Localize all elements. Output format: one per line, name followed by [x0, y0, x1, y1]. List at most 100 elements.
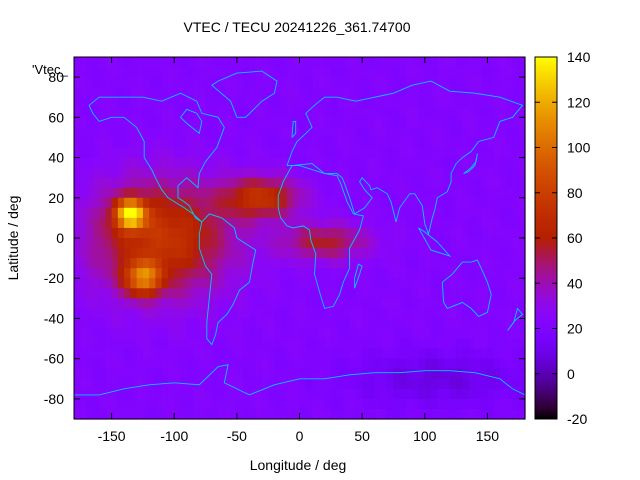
- heatmap-cell: [299, 288, 307, 299]
- heatmap-cell: [374, 348, 382, 360]
- heatmap-cell: [174, 67, 182, 78]
- heatmap-cell: [474, 157, 482, 169]
- heatmap-cell: [468, 398, 476, 410]
- heatmap-cell: [405, 298, 413, 309]
- heatmap-cell: [167, 147, 175, 159]
- heatmap-cell: [380, 318, 388, 330]
- heatmap-cell: [418, 358, 426, 370]
- heatmap-cell: [236, 358, 244, 370]
- heatmap-cell: [318, 298, 326, 309]
- heatmap-cell: [299, 57, 307, 68]
- heatmap-cell: [105, 368, 113, 380]
- heatmap-cell: [368, 207, 376, 219]
- heatmap-cell: [474, 328, 482, 340]
- heatmap-cell: [337, 187, 344, 199]
- heatmap-cell: [117, 197, 125, 209]
- heatmap-cell: [136, 197, 144, 209]
- heatmap-cell: [368, 197, 376, 209]
- heatmap-cell: [218, 308, 225, 320]
- heatmap-cell: [518, 298, 526, 309]
- heatmap-cell: [493, 238, 501, 249]
- heatmap-cell: [412, 348, 420, 360]
- heatmap-cell: [318, 97, 326, 108]
- heatmap-cell: [236, 368, 244, 380]
- heatmap-cell: [343, 288, 351, 299]
- heatmap-cell: [506, 288, 514, 299]
- heatmap-cell: [199, 298, 207, 309]
- heatmap-cell: [456, 388, 463, 400]
- heatmap-cell: [243, 278, 250, 289]
- heatmap-cell: [286, 67, 294, 78]
- heatmap-cell: [418, 197, 426, 209]
- heatmap-cell: [124, 197, 131, 209]
- heatmap-cell: [161, 258, 169, 269]
- heatmap-cell: [337, 67, 344, 78]
- heatmap-cell: [355, 67, 363, 78]
- heatmap-cell: [368, 97, 376, 108]
- heatmap-cell: [249, 398, 257, 410]
- heatmap-cell: [130, 358, 138, 370]
- heatmap-cell: [286, 338, 294, 350]
- heatmap-cell: [299, 67, 307, 78]
- heatmap-cell: [405, 57, 413, 68]
- heatmap-cell: [130, 177, 138, 189]
- heatmap-cell: [261, 368, 269, 380]
- heatmap-cell: [424, 87, 432, 98]
- heatmap-cell: [499, 147, 507, 159]
- heatmap-cell: [399, 87, 407, 98]
- heatmap-cell: [431, 67, 438, 78]
- heatmap-cell: [318, 398, 326, 410]
- heatmap-cell: [456, 197, 463, 209]
- heatmap-cell: [161, 87, 169, 98]
- heatmap-cell: [437, 318, 445, 330]
- heatmap-cell: [230, 308, 238, 320]
- heatmap-cell: [261, 358, 269, 370]
- heatmap-cell: [493, 278, 501, 289]
- heatmap-cell: [506, 268, 514, 279]
- heatmap-cell: [487, 167, 495, 179]
- heatmap-cell: [405, 87, 413, 98]
- heatmap-cell: [368, 368, 376, 380]
- heatmap-cell: [506, 97, 514, 108]
- heatmap-cell: [380, 348, 388, 360]
- heatmap-cell: [224, 177, 232, 189]
- heatmap-cell: [261, 248, 269, 259]
- heatmap-cell: [92, 388, 100, 400]
- heatmap-cell: [512, 157, 520, 169]
- heatmap-cell: [468, 408, 476, 420]
- heatmap-cell: [362, 137, 369, 149]
- heatmap-cell: [424, 378, 432, 390]
- heatmap-cell: [111, 408, 119, 420]
- heatmap-cell: [305, 167, 313, 179]
- heatmap-cell: [499, 217, 507, 229]
- heatmap-cell: [493, 217, 501, 229]
- heatmap-cell: [80, 328, 88, 340]
- heatmap-cell: [124, 217, 131, 229]
- heatmap-cell: [117, 187, 125, 199]
- heatmap-cell: [111, 378, 119, 390]
- heatmap-cell: [362, 238, 369, 249]
- heatmap-cell: [337, 408, 344, 420]
- heatmap-cell: [130, 127, 138, 139]
- heatmap-cell: [305, 57, 313, 68]
- heatmap-cell: [280, 127, 288, 139]
- heatmap-cell: [474, 217, 482, 229]
- heatmap-cell: [506, 197, 514, 209]
- heatmap-cell: [136, 398, 144, 410]
- heatmap-cell: [362, 77, 369, 88]
- heatmap-cell: [399, 167, 407, 179]
- heatmap-cell: [80, 217, 88, 229]
- heatmap-cell: [468, 368, 476, 380]
- heatmap-cell: [92, 348, 100, 360]
- heatmap-cell: [111, 338, 119, 350]
- heatmap-cell: [130, 157, 138, 169]
- heatmap-cell: [518, 57, 526, 68]
- heatmap-cell: [362, 97, 369, 108]
- heatmap-cell: [105, 358, 113, 370]
- heatmap-cell: [374, 388, 382, 400]
- heatmap-cell: [349, 157, 357, 169]
- heatmap-cell: [343, 227, 351, 239]
- heatmap-cell: [481, 248, 489, 259]
- heatmap-cell: [136, 368, 144, 380]
- heatmap-cell: [92, 328, 100, 340]
